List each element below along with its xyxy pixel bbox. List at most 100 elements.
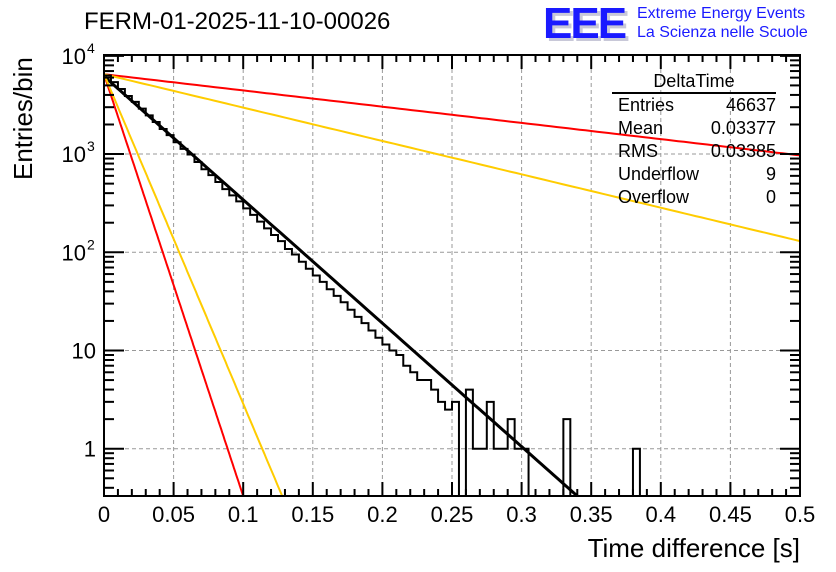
histogram-bin xyxy=(633,449,640,496)
x-tick-label: 0.15 xyxy=(291,502,334,527)
x-tick-label: 0.2 xyxy=(367,502,398,527)
histogram-bin xyxy=(160,129,167,496)
tick-labels: 0 0.05 0.1 0.15 0.2 0.25 0.3 0.35 0.4 0.45 0.510 41… xyxy=(62,40,816,527)
histogram-bin xyxy=(389,350,396,496)
histogram-bin xyxy=(487,402,494,496)
histogram-bin xyxy=(417,380,424,496)
stats-label: Entries xyxy=(618,95,675,115)
histogram-bin xyxy=(181,149,188,496)
x-tick-label: 0.3 xyxy=(506,502,537,527)
stats-box: DeltaTime Entries 46637 Mean 0.03377 RMS 0.… xyxy=(612,70,776,209)
logo-subtitle-2: La Scienza nelle Scuole xyxy=(637,24,808,41)
histogram-bin xyxy=(215,182,222,496)
histogram-bin xyxy=(368,330,375,496)
fit-curves xyxy=(102,73,801,498)
logo-subtitle-1: Extreme Energy Events xyxy=(637,5,806,22)
histogram-bin xyxy=(118,89,125,496)
histogram-bin xyxy=(334,296,341,496)
axes xyxy=(103,54,801,497)
histogram-bin xyxy=(104,76,111,496)
y-tick-exponent: 4 xyxy=(87,40,95,56)
histogram-bin xyxy=(299,262,306,496)
stats-value: 9 xyxy=(765,164,776,184)
histogram-bin xyxy=(410,372,417,496)
histogram-bin xyxy=(153,122,160,496)
histogram-bin xyxy=(208,175,215,496)
histogram-bin xyxy=(264,228,271,496)
histogram-bin xyxy=(292,254,299,496)
histogram-bin xyxy=(285,249,292,496)
histogram-bin xyxy=(403,366,410,496)
x-tick-label: 0.25 xyxy=(431,502,474,527)
histogram-bin xyxy=(424,380,431,496)
stats-label: Underflow xyxy=(618,164,700,184)
x-tick-label: 0 xyxy=(98,502,110,527)
histogram-bin xyxy=(362,323,369,496)
histogram-bin xyxy=(508,419,515,496)
histogram-bin xyxy=(515,449,522,496)
y-tick-exponent: 2 xyxy=(87,236,95,252)
histogram-bin xyxy=(396,355,403,496)
x-tick-label: 0.35 xyxy=(570,502,613,527)
curve-fit xyxy=(102,75,579,498)
histogram-bin xyxy=(375,338,382,496)
histogram-outline xyxy=(104,74,641,497)
histogram-bin xyxy=(563,419,570,496)
histogram-bin xyxy=(236,201,243,496)
histogram-bin xyxy=(167,135,174,496)
x-axis-label: Time difference [s] xyxy=(587,533,800,563)
x-tick-label: 0.05 xyxy=(152,502,195,527)
histogram-bin xyxy=(229,195,236,496)
histogram xyxy=(104,74,641,497)
histogram-bin xyxy=(271,235,278,496)
histogram-bin xyxy=(341,302,348,496)
y-tick-label: 10 xyxy=(62,44,86,69)
histogram-bin xyxy=(146,115,153,496)
stats-value: 0.03385 xyxy=(710,141,776,161)
y-tick-label: 10 xyxy=(62,142,86,167)
histogram-bin xyxy=(111,82,118,496)
histogram-bin xyxy=(306,269,313,496)
eee-logo-mark: EEE xyxy=(543,0,627,48)
y-tick-exponent: 3 xyxy=(87,138,95,154)
histogram-bin xyxy=(445,410,452,496)
stats-row-overflow: Overflow 0 xyxy=(612,186,776,209)
histogram-bin xyxy=(194,162,201,496)
histogram-bin xyxy=(243,208,250,496)
y-tick-label: 10 xyxy=(72,338,96,363)
histogram-bin xyxy=(139,109,146,496)
histogram-bin xyxy=(188,154,195,496)
histogram-bin xyxy=(222,189,229,496)
histogram-bin xyxy=(125,96,132,496)
y-axis-label: Entries/bin xyxy=(8,57,38,180)
histogram-bin xyxy=(257,222,264,496)
stats-label: Overflow xyxy=(618,187,690,207)
histogram-bin xyxy=(250,215,257,496)
curve-red-shallow xyxy=(103,73,801,157)
histogram-bin xyxy=(466,390,473,496)
histogram-bin xyxy=(452,402,459,496)
stats-row-underflow: Underflow 9 xyxy=(612,163,776,186)
stats-value: 0 xyxy=(765,187,776,207)
stats-value: 0.03377 xyxy=(710,118,776,138)
stats-title: DeltaTime xyxy=(612,70,776,94)
histogram-bin xyxy=(313,276,320,496)
y-tick-label: 1 xyxy=(84,437,96,462)
histogram-bin xyxy=(431,390,438,496)
histogram-bin xyxy=(438,402,445,496)
histogram-bin xyxy=(320,282,327,496)
histogram-bin xyxy=(501,449,508,496)
stats-row-mean: Mean 0.03377 xyxy=(612,117,776,140)
histogram-bin xyxy=(480,449,487,496)
grid xyxy=(104,55,800,496)
x-tick-label: 0.5 xyxy=(785,502,816,527)
x-tick-label: 0.4 xyxy=(646,502,677,527)
curve-red-steep xyxy=(103,73,245,497)
curve-yellow-steep xyxy=(103,73,284,497)
histogram-bin xyxy=(132,102,139,496)
histogram-bin xyxy=(382,345,389,496)
histogram-bin xyxy=(355,317,362,496)
curve-yellow-shallow xyxy=(103,73,801,243)
y-tick-label: 10 xyxy=(62,240,86,265)
